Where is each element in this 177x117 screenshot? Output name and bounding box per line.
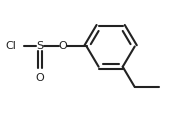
- Text: O: O: [36, 73, 45, 83]
- Text: S: S: [37, 41, 44, 51]
- Text: Cl: Cl: [5, 41, 16, 51]
- Text: O: O: [59, 41, 67, 51]
